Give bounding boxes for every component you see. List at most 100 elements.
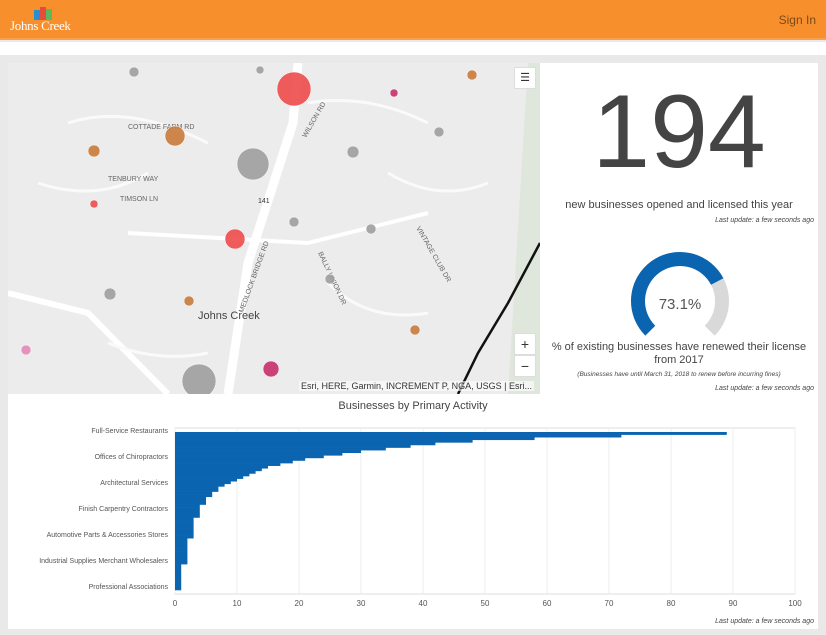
business-point[interactable] (365, 223, 377, 235)
bar[interactable] (175, 481, 231, 485)
bar[interactable] (175, 512, 200, 516)
business-point[interactable] (466, 69, 478, 81)
bar[interactable] (175, 473, 250, 477)
bar[interactable] (175, 540, 188, 544)
bar[interactable] (175, 538, 188, 542)
bar[interactable] (175, 545, 188, 549)
activity-bar-chart[interactable] (8, 394, 818, 629)
bar[interactable] (175, 452, 343, 456)
bar[interactable] (175, 582, 182, 586)
x-tick-label: 20 (294, 599, 304, 608)
business-point[interactable] (324, 273, 336, 285)
bar[interactable] (175, 486, 219, 490)
gauge-value: 73.1% (659, 296, 702, 313)
business-point[interactable] (128, 66, 140, 78)
bar[interactable] (175, 468, 262, 472)
bar[interactable] (175, 535, 194, 539)
logo-text: Johns Creek (10, 18, 71, 33)
bar[interactable] (175, 470, 256, 474)
bar[interactable] (175, 463, 281, 466)
sign-in-link[interactable]: Sign In (778, 13, 816, 27)
business-point[interactable] (288, 216, 300, 228)
bar[interactable] (175, 460, 293, 464)
renewal-gauge: 73.1% (631, 252, 729, 336)
bar[interactable] (175, 520, 194, 523)
bar[interactable] (175, 478, 237, 482)
bar[interactable] (175, 525, 194, 529)
bar[interactable] (175, 548, 188, 552)
bar[interactable] (175, 507, 200, 511)
business-point[interactable] (276, 71, 312, 107)
bar[interactable] (175, 556, 188, 560)
x-tick-label: 60 (542, 599, 552, 608)
bar[interactable] (175, 558, 188, 562)
bar[interactable] (175, 442, 436, 446)
bar[interactable] (175, 488, 219, 492)
bar[interactable] (175, 465, 268, 469)
business-point[interactable] (346, 145, 360, 159)
legend-list-icon[interactable]: ☰ (514, 67, 536, 89)
bar[interactable] (175, 509, 200, 513)
bar[interactable] (175, 483, 225, 487)
business-point[interactable] (255, 65, 265, 75)
bar[interactable] (175, 494, 213, 498)
business-map[interactable]: COTTADE FARM RD TENBURY WAY TIMSON LN WI… (8, 63, 540, 394)
bar[interactable] (175, 527, 194, 531)
business-point[interactable] (164, 125, 186, 147)
bar[interactable] (175, 514, 200, 518)
business-point[interactable] (181, 363, 217, 394)
bar[interactable] (175, 432, 727, 435)
bar[interactable] (175, 533, 194, 536)
business-point[interactable] (89, 199, 99, 209)
bar[interactable] (175, 496, 206, 500)
bar[interactable] (175, 566, 182, 570)
bar[interactable] (175, 501, 206, 505)
chart-title: Businesses by Primary Activity (338, 400, 488, 412)
zoom-out-button[interactable]: − (514, 355, 536, 377)
bar[interactable] (175, 553, 188, 557)
bar[interactable] (175, 584, 182, 588)
bar[interactable] (175, 457, 306, 461)
y-category-label: Full-Service Restaurants (91, 428, 168, 436)
bar[interactable] (175, 577, 182, 580)
business-point[interactable] (409, 324, 421, 336)
business-point[interactable] (103, 287, 117, 301)
zoom-in-button[interactable]: + (514, 333, 536, 355)
business-point[interactable] (236, 147, 270, 181)
gauge-note: (Businesses have until March 31, 2018 to… (577, 371, 781, 378)
johns-creek-logo[interactable]: Johns Creek (10, 6, 80, 36)
bar[interactable] (175, 571, 182, 575)
bar[interactable] (175, 504, 200, 508)
bar[interactable] (175, 476, 244, 479)
bar[interactable] (175, 455, 324, 459)
business-point[interactable] (433, 126, 445, 138)
bar[interactable] (175, 564, 182, 567)
business-point[interactable] (224, 228, 246, 250)
business-point[interactable] (262, 360, 280, 378)
bar[interactable] (175, 587, 182, 591)
bar[interactable] (175, 579, 182, 583)
bar[interactable] (175, 447, 386, 451)
street-label: TIMSON LN (120, 196, 158, 203)
bar[interactable] (175, 444, 411, 448)
bar[interactable] (175, 434, 622, 438)
bar[interactable] (175, 551, 188, 555)
business-point[interactable] (20, 344, 32, 356)
bar[interactable] (175, 574, 182, 578)
bar[interactable] (175, 491, 213, 495)
bar[interactable] (175, 499, 206, 503)
business-point[interactable] (183, 295, 195, 307)
bar[interactable] (175, 439, 473, 443)
business-point[interactable] (87, 144, 101, 158)
gauge-label: % of existing businesses have renewed th… (551, 341, 807, 366)
bar[interactable] (175, 543, 188, 547)
bar[interactable] (175, 569, 182, 573)
bar[interactable] (175, 561, 188, 565)
bar[interactable] (175, 522, 194, 526)
bar[interactable] (175, 450, 361, 454)
bar[interactable] (175, 530, 194, 534)
bar[interactable] (175, 517, 194, 521)
business-point[interactable] (389, 88, 399, 98)
bar[interactable] (175, 437, 535, 441)
map-canvas[interactable]: COTTADE FARM RD TENBURY WAY TIMSON LN WI… (8, 63, 540, 394)
